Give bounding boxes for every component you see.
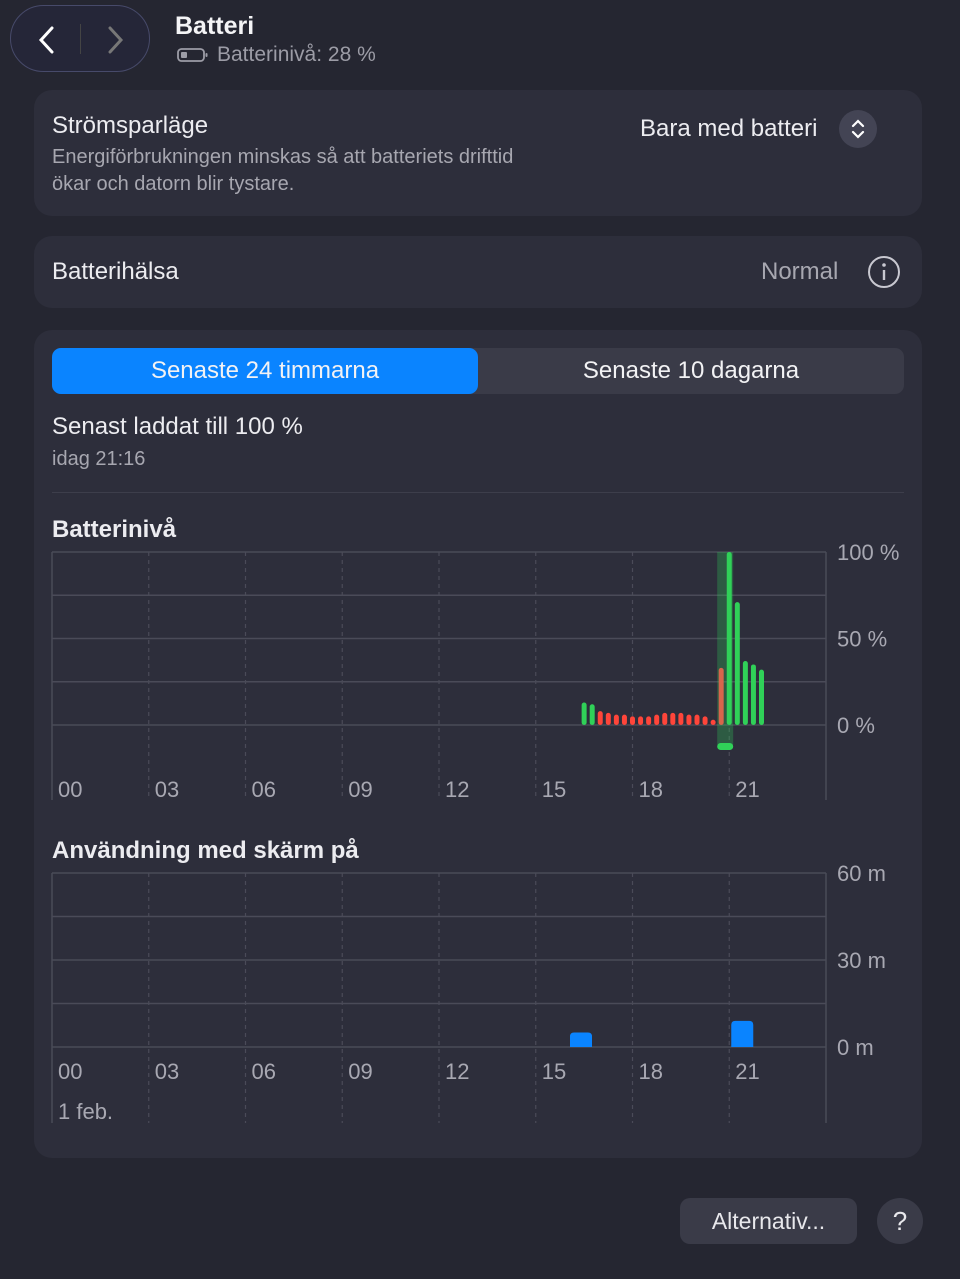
x-tick-label: 21 [735,1059,759,1084]
y-tick-label: 60 m [837,861,886,886]
info-icon[interactable] [867,255,901,289]
options-button[interactable]: Alternativ... [680,1198,857,1244]
x-tick-label: 06 [252,777,276,802]
battery-health-value: Normal [761,258,839,285]
x-tick-label: 21 [735,777,759,802]
usage-bar [570,1032,592,1047]
charge-marker [717,743,734,750]
usage-chart-title: Användning med skärm på [52,837,359,864]
divider [52,492,904,493]
low-power-value: Bara med batteri [640,115,818,142]
x-tick-label: 06 [252,1059,276,1084]
divider [80,24,81,54]
battery-bar [710,719,716,725]
chevron-updown-icon [839,110,878,148]
y-tick-label: 0 m [837,1035,874,1060]
page-title: Batteri [175,12,255,40]
x-tick-label: 09 [348,1059,372,1084]
battery-bar [670,712,676,725]
battery-bar [638,716,644,725]
battery-level-text: Batterinivå: 28 % [217,43,376,66]
x-tick-label: 18 [639,777,663,802]
low-power-label: Strömsparläge [52,112,209,139]
usage-bar [731,1020,754,1047]
last-charged-time: idag 21:16 [52,448,146,470]
x-tick-label: 12 [445,777,469,802]
battery-bar [694,714,700,725]
period-tabs: Senaste 24 timmarna Senaste 10 dagarna [52,348,904,394]
battery-bar [702,716,708,725]
x-tick-label: 00 [58,777,82,802]
tab-24-hours[interactable]: Senaste 24 timmarna [52,348,478,394]
x-tick-label: 12 [445,1059,469,1084]
battery-bar [581,702,587,725]
battery-bar [589,704,595,725]
battery-bar [734,602,740,725]
battery-bar [597,711,603,725]
battery-chart-title: Batterinivå [52,516,177,543]
y-tick-label: 0 % [837,713,875,738]
x-tick-label: 00 [58,1059,82,1084]
back-icon[interactable] [37,26,57,54]
usage-card [34,330,922,1158]
battery-bar [605,712,611,725]
help-button[interactable]: ? [877,1198,923,1244]
x-tick-label: 15 [542,1059,566,1084]
battery-bar [759,669,764,725]
x-tick-label: 15 [542,777,566,802]
x-tick-label: 18 [639,1059,663,1084]
low-power-desc-1: Energiförbrukningen minskas så att batte… [52,146,514,168]
date-label: 1 feb. [58,1099,113,1124]
battery-icon [177,48,208,62]
battery-health-card: Batterihälsa Normal [34,236,922,308]
battery-bar [646,716,652,725]
x-tick-label: 03 [155,777,179,802]
y-tick-label: 30 m [837,948,886,973]
y-tick-label: 100 % [837,540,899,565]
battery-bar [726,552,732,725]
battery-bar [662,712,668,725]
tab-10-days[interactable]: Senaste 10 dagarna [582,357,800,384]
low-power-select[interactable]: Bara med batteri [640,110,878,148]
battery-level: Batterinivå: 28 % [177,43,376,67]
battery-bar [750,664,756,725]
last-charged-label: Senast laddat till 100 % [52,413,303,440]
battery-bar [742,660,748,725]
x-tick-label: 09 [348,777,372,802]
battery-bar [613,714,619,725]
battery-bar [621,714,627,725]
battery-bar [654,714,660,725]
x-tick-label: 03 [155,1059,179,1084]
battery-bar [686,714,692,725]
low-power-desc-2: ökar och datorn blir tystare. [52,173,295,195]
battery-health-label: Batterihälsa [52,258,179,285]
nav-buttons [10,5,150,72]
battery-bar [630,716,635,725]
low-power-card: Strömsparläge Energiförbrukningen minska… [34,90,922,216]
battery-bar [718,667,724,725]
y-tick-label: 50 % [837,627,887,652]
forward-icon[interactable] [105,26,125,54]
battery-bar [678,712,684,725]
